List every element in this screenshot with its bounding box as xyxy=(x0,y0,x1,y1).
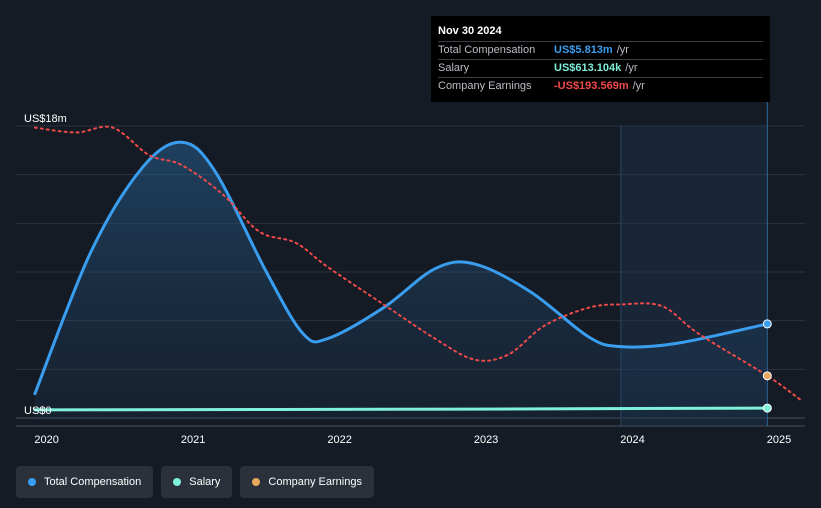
y-tick-label: US$18m xyxy=(24,113,67,125)
y-tick-label: US$0 xyxy=(24,405,52,417)
tooltip-label: Salary xyxy=(438,62,470,74)
legend-dot-icon xyxy=(28,478,36,486)
tooltip-label: Company Earnings xyxy=(438,80,532,92)
legend-company-earnings[interactable]: Company Earnings xyxy=(240,466,374,498)
tooltip-date: Nov 30 2024 xyxy=(438,25,502,37)
compensation-chart: US$0 US$18m 2020 2021 2022 2023 2024 2025 xyxy=(16,100,805,446)
tooltip-unit: /yr xyxy=(625,62,638,74)
tooltip-row-total-compensation: Total Compensation US$5.813m /yr xyxy=(438,41,763,59)
x-tick-label: 2020 xyxy=(34,434,58,446)
x-tick-label: 2023 xyxy=(474,434,498,446)
tooltip-row-company-earnings: Company Earnings -US$193.569m /yr xyxy=(438,77,763,95)
x-tick-label: 2025 xyxy=(767,434,791,446)
legend-dot-icon xyxy=(252,478,261,486)
legend-label: Salary xyxy=(189,476,221,488)
tooltip-unit: /yr xyxy=(632,80,645,92)
company-earnings-marker xyxy=(762,371,772,381)
tooltip-row-salary: Salary US$613.104k /yr xyxy=(438,59,763,77)
x-tick-label: 2021 xyxy=(181,434,205,446)
legend-salary[interactable]: Salary xyxy=(161,466,233,498)
data-tooltip: Nov 30 2024 Total Compensation US$5.813m… xyxy=(431,16,770,102)
tooltip-value: -US$193.569m xyxy=(554,80,629,92)
salary-marker xyxy=(762,403,772,413)
salary-line xyxy=(33,406,769,412)
chart-svg: US$0 US$18m 2020 2021 2022 2023 2024 2025 xyxy=(16,100,805,446)
total-compensation-area xyxy=(34,142,768,419)
legend-total-compensation[interactable]: Total Compensation xyxy=(16,466,154,498)
legend-label: Total Compensation xyxy=(44,476,142,488)
x-tick-label: 2022 xyxy=(327,434,351,446)
total-compensation-line xyxy=(33,140,769,396)
chart-legend: Total Compensation Salary Company Earnin… xyxy=(16,466,374,498)
x-tick-label: 2024 xyxy=(620,434,644,446)
company-earnings-line xyxy=(33,125,802,402)
total-compensation-marker xyxy=(762,319,772,329)
legend-label: Company Earnings xyxy=(268,476,362,488)
tooltip-value: US$613.104k xyxy=(554,62,622,74)
tooltip-unit: /yr xyxy=(616,44,629,56)
tooltip-value: US$5.813m xyxy=(554,44,613,56)
legend-dot-icon xyxy=(173,478,182,486)
tooltip-label: Total Compensation xyxy=(438,44,536,56)
